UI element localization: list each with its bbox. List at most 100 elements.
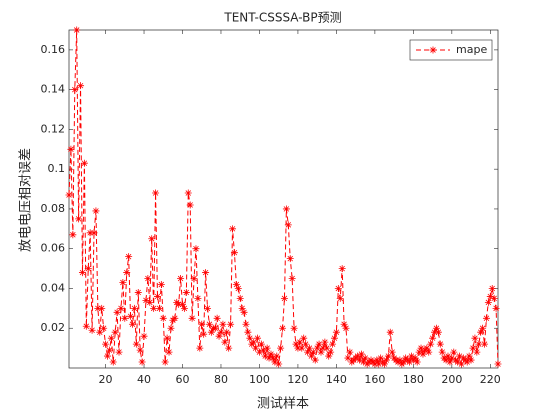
data-point bbox=[134, 288, 142, 296]
data-point bbox=[115, 348, 123, 356]
data-point bbox=[323, 344, 331, 352]
data-point bbox=[113, 308, 121, 316]
data-point bbox=[355, 356, 363, 364]
data-point bbox=[188, 314, 196, 322]
data-point bbox=[182, 288, 190, 296]
data-point bbox=[98, 304, 106, 312]
data-point bbox=[150, 304, 158, 312]
data-point bbox=[406, 358, 414, 366]
data-point bbox=[386, 328, 394, 336]
data-point bbox=[225, 344, 233, 352]
data-point bbox=[484, 298, 492, 306]
data-point bbox=[221, 338, 229, 346]
data-point bbox=[327, 348, 335, 356]
y-tick-label: 0.06 bbox=[41, 242, 66, 255]
data-point bbox=[78, 269, 86, 277]
y-tick-label: 0.04 bbox=[41, 281, 66, 294]
data-point bbox=[171, 314, 179, 322]
data-point bbox=[65, 191, 73, 199]
data-point bbox=[200, 330, 208, 338]
x-tick-label: 60 bbox=[176, 373, 190, 386]
data-point bbox=[342, 324, 350, 332]
data-point bbox=[304, 348, 312, 356]
data-point bbox=[92, 207, 100, 215]
data-point bbox=[111, 328, 119, 336]
data-point bbox=[330, 334, 338, 342]
data-point bbox=[336, 294, 344, 302]
x-tick-label: 20 bbox=[99, 373, 113, 386]
y-tick-label: 0.02 bbox=[41, 321, 66, 334]
data-point bbox=[357, 350, 365, 358]
data-point bbox=[132, 340, 140, 348]
data-point bbox=[315, 340, 323, 348]
data-point bbox=[473, 348, 481, 356]
data-point bbox=[334, 284, 342, 292]
data-point bbox=[90, 229, 98, 237]
data-point bbox=[296, 338, 304, 346]
data-point bbox=[388, 348, 396, 356]
data-point bbox=[411, 354, 419, 362]
data-point bbox=[482, 314, 490, 322]
data-point bbox=[255, 348, 263, 356]
data-point bbox=[321, 338, 329, 346]
data-point bbox=[107, 334, 115, 342]
y-axis-label: 放电电压相对误差 bbox=[19, 148, 34, 252]
data-point bbox=[204, 304, 212, 312]
x-tick-label: 40 bbox=[137, 373, 151, 386]
legend-label: mape bbox=[456, 43, 487, 56]
data-point bbox=[448, 354, 456, 362]
data-point bbox=[80, 159, 88, 167]
y-tick-label: 0.12 bbox=[41, 122, 66, 135]
data-point bbox=[194, 294, 202, 302]
data-point bbox=[429, 334, 437, 342]
data-point bbox=[273, 352, 281, 360]
legend-marker bbox=[429, 46, 437, 54]
data-point bbox=[71, 86, 79, 94]
data-point bbox=[471, 334, 479, 342]
data-point bbox=[359, 358, 367, 366]
data-point bbox=[442, 356, 450, 364]
data-point bbox=[244, 328, 252, 336]
data-point bbox=[186, 201, 194, 209]
data-point bbox=[261, 352, 269, 360]
data-point bbox=[417, 344, 425, 352]
data-point bbox=[305, 344, 313, 352]
legend-box bbox=[409, 39, 493, 61]
data-point bbox=[100, 324, 108, 332]
data-point bbox=[427, 340, 435, 348]
data-point bbox=[375, 360, 383, 368]
data-point bbox=[292, 340, 300, 348]
data-point bbox=[346, 348, 354, 356]
x-tick-label: 120 bbox=[287, 373, 308, 386]
data-point bbox=[286, 255, 294, 263]
data-point bbox=[271, 358, 279, 366]
data-point bbox=[354, 352, 362, 360]
data-point bbox=[96, 328, 104, 336]
x-tick-label: 200 bbox=[441, 373, 462, 386]
data-point bbox=[207, 328, 215, 336]
data-point bbox=[400, 358, 408, 366]
data-point bbox=[481, 340, 489, 348]
data-point bbox=[73, 26, 81, 34]
data-point bbox=[75, 215, 83, 223]
x-tick-label: 180 bbox=[403, 373, 424, 386]
data-point bbox=[450, 348, 458, 356]
data-point bbox=[148, 235, 156, 243]
data-point bbox=[277, 344, 285, 352]
data-point bbox=[146, 298, 154, 306]
data-point bbox=[467, 356, 475, 364]
data-point bbox=[159, 314, 167, 322]
data-point bbox=[227, 320, 235, 328]
data-point bbox=[125, 253, 133, 261]
data-point bbox=[109, 358, 117, 366]
y-tick-label: 0.1 bbox=[48, 162, 66, 175]
x-axis-label: 测试样本 bbox=[257, 397, 309, 412]
data-point bbox=[119, 279, 127, 287]
data-point bbox=[157, 280, 165, 288]
data-point bbox=[263, 344, 271, 352]
data-point bbox=[257, 340, 265, 348]
data-point bbox=[463, 358, 471, 366]
data-point bbox=[469, 344, 477, 352]
data-point bbox=[431, 328, 439, 336]
